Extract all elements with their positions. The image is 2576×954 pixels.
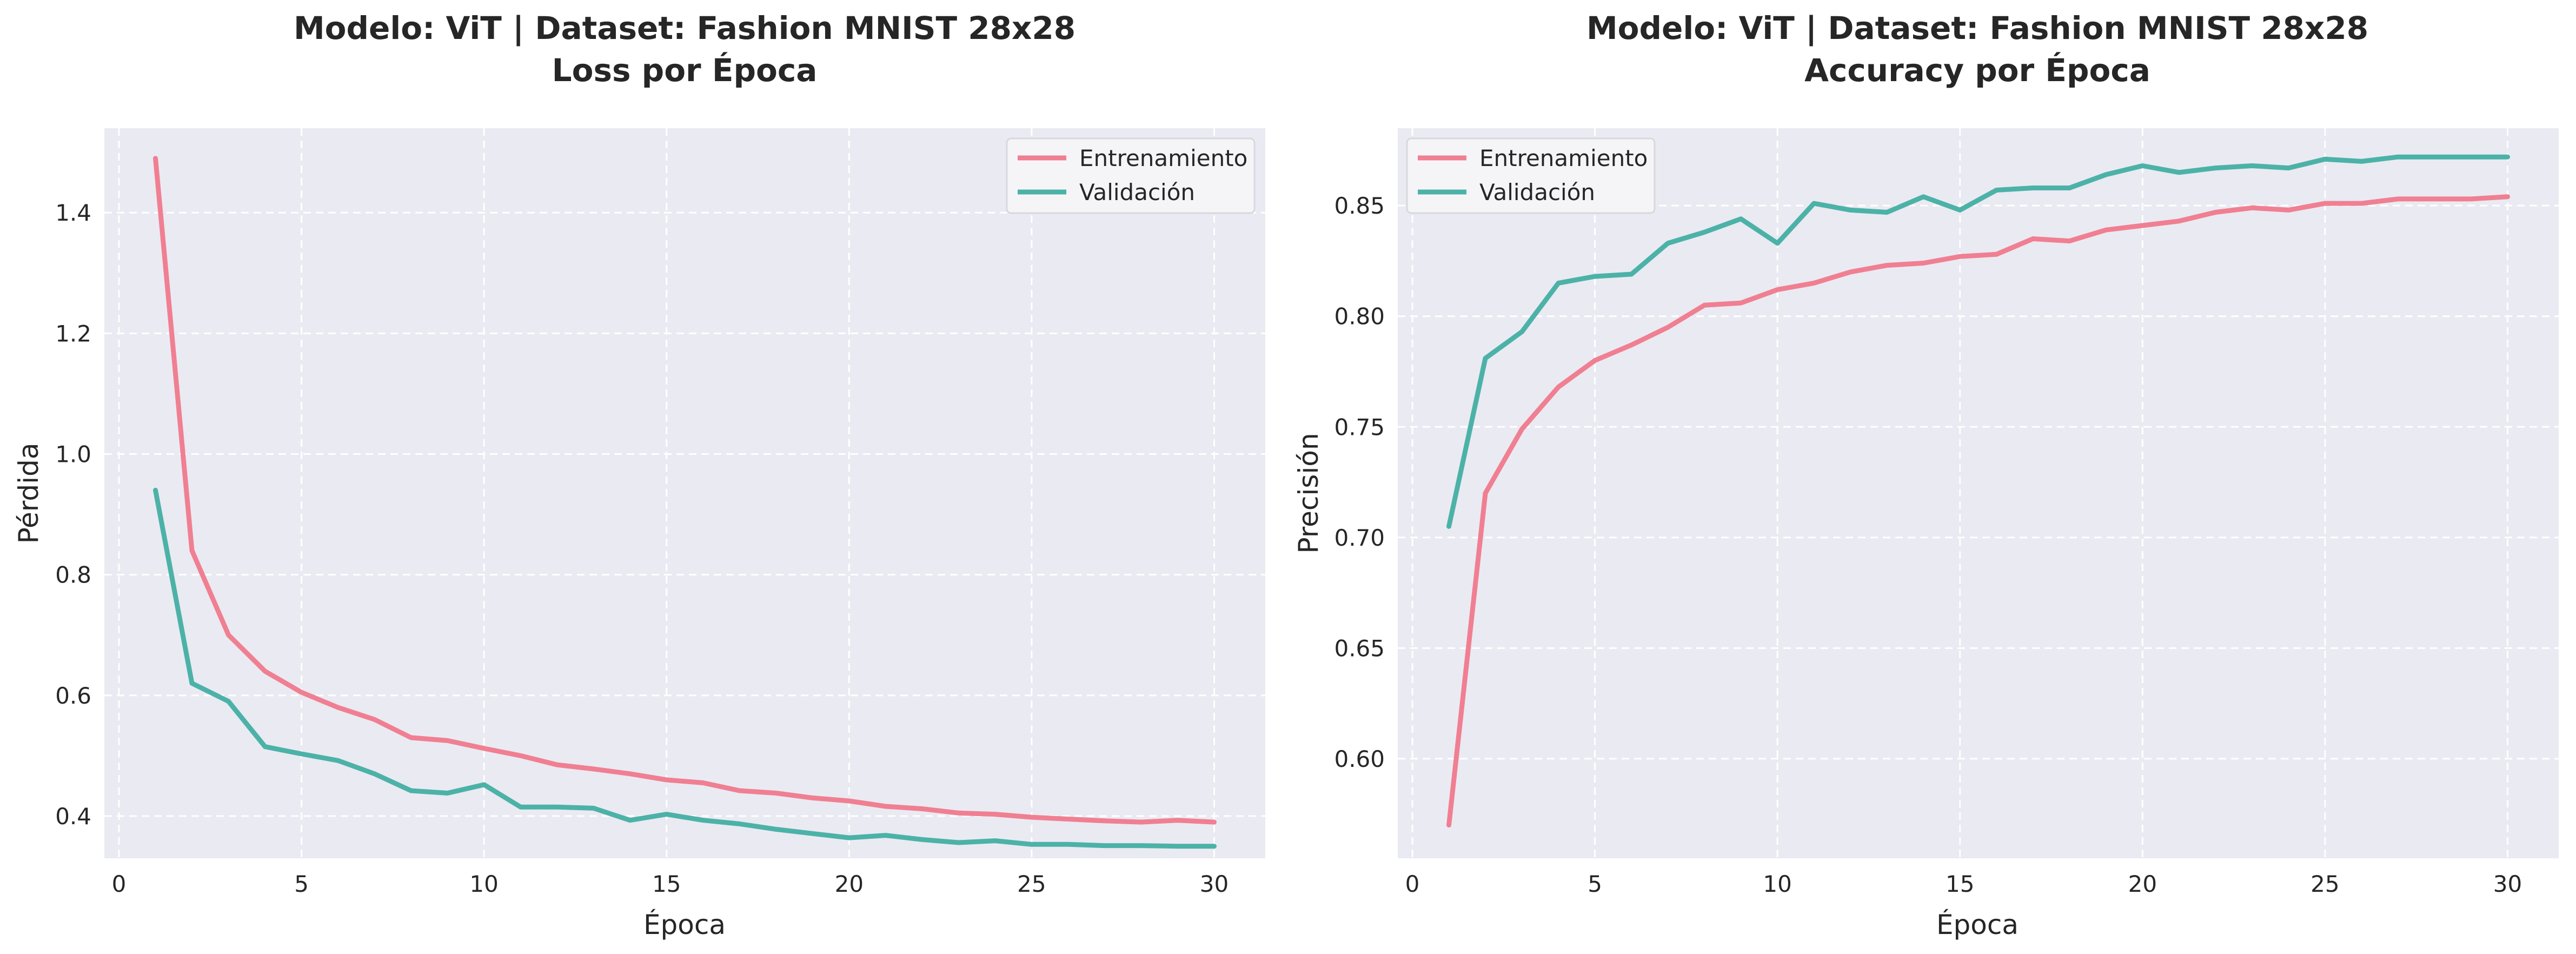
loss-series-line-train [153,156,1217,825]
accuracy-grid [1398,128,2559,858]
accuracy-x-axis-label: Época [1936,909,2019,940]
accuracy-chart-title-line2: Accuracy por Época [1804,51,2150,89]
loss-chart: Modelo: ViT | Dataset: Fashion MNIST 28x… [13,10,1265,940]
loss-y-tick-label: 0.4 [55,803,91,830]
loss-x-tick-label: 25 [1017,871,1046,897]
accuracy-legend: Entrenamiento Validación [1406,137,1656,214]
accuracy-y-tick-label: 0.80 [1334,303,1385,330]
loss-x-tick-label: 10 [469,871,498,897]
accuracy-series-line-val [1446,154,2510,529]
loss-legend-box [1006,137,1256,214]
loss-series [153,156,1217,849]
loss-x-tick-label: 5 [294,871,309,897]
loss-chart-title-line1: Modelo: ViT | Dataset: Fashion MNIST 28x… [294,10,1075,47]
loss-series-line-val [153,487,1217,849]
loss-y-tick-label: 1.4 [55,200,91,226]
accuracy-y-ticks: 0.60 0.65 0.70 0.75 0.80 0.85 [1334,193,1385,772]
accuracy-x-tick-label: 0 [1405,871,1420,897]
loss-x-tick-label: 30 [1200,871,1229,897]
accuracy-chart: Modelo: ViT | Dataset: Fashion MNIST 28x… [1293,10,2559,940]
loss-x-tick-label: 0 [112,871,127,897]
loss-y-tick-label: 0.8 [55,562,91,588]
accuracy-legend-label-train: Entrenamiento [1479,145,1648,171]
accuracy-y-tick-label: 0.85 [1334,193,1385,219]
accuracy-x-ticks: 0 5 10 15 20 25 30 [1405,871,2522,897]
loss-x-axis-label: Época [643,909,726,940]
loss-legend-label-val: Validación [1079,179,1195,206]
accuracy-y-tick-label: 0.70 [1334,525,1385,551]
accuracy-y-tick-label: 0.75 [1334,414,1385,440]
loss-plot-area [104,128,1265,858]
loss-y-tick-label: 1.2 [55,320,91,347]
loss-chart-title-line2: Loss por Época [552,51,818,89]
accuracy-y-tick-label: 0.60 [1334,746,1385,772]
accuracy-x-tick-label: 15 [1946,871,1974,897]
accuracy-series-line-train [1446,194,2510,828]
accuracy-x-tick-label: 30 [2493,871,2522,897]
loss-y-axis-label: Pérdida [13,443,44,544]
accuracy-legend-box [1406,137,1656,214]
accuracy-chart-title-line1: Modelo: ViT | Dataset: Fashion MNIST 28x… [1586,10,2368,47]
loss-y-tick-label: 1.0 [55,441,91,467]
accuracy-series [1446,154,2510,828]
loss-x-tick-label: 15 [652,871,681,897]
accuracy-x-tick-label: 10 [1763,871,1791,897]
loss-x-tick-label: 20 [835,871,864,897]
loss-legend-label-train: Entrenamiento [1079,145,1247,171]
accuracy-legend-label-val: Validación [1479,179,1595,206]
accuracy-plot-area [1398,128,2559,858]
loss-legend: Entrenamiento Validación [1006,137,1256,214]
loss-y-ticks: 0.4 0.6 0.8 1.0 1.2 1.4 [55,200,91,830]
accuracy-y-tick-label: 0.65 [1334,635,1385,661]
loss-x-ticks: 0 5 10 15 20 25 30 [112,871,1229,897]
accuracy-x-tick-label: 5 [1588,871,1602,897]
accuracy-x-tick-label: 25 [2311,871,2339,897]
accuracy-x-tick-label: 20 [2128,871,2157,897]
loss-grid [104,128,1265,858]
accuracy-y-axis-label: Precisión [1293,433,1324,553]
loss-y-tick-label: 0.6 [55,683,91,709]
